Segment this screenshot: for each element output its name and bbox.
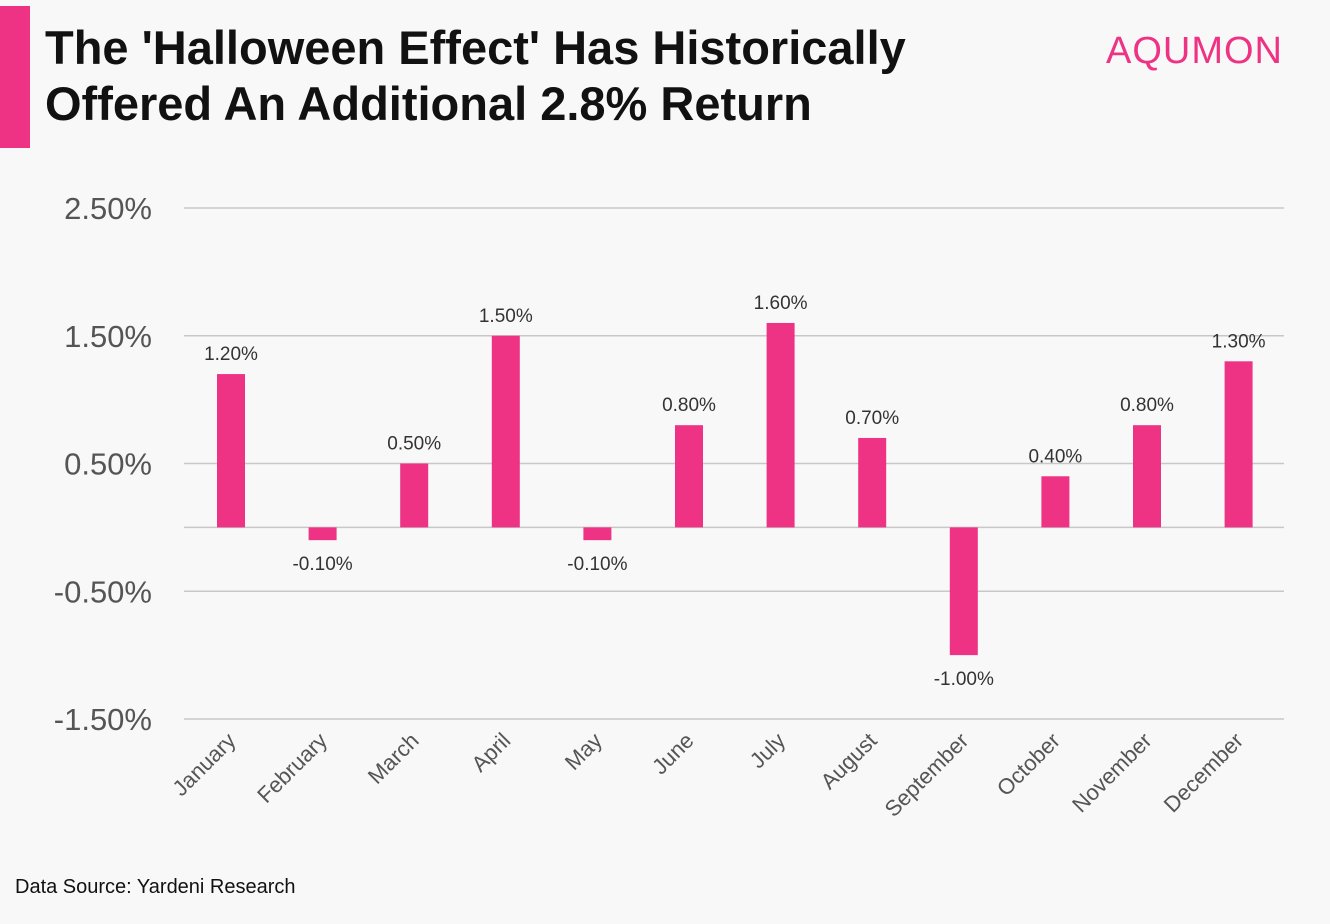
x-tick-label: September [880, 728, 974, 822]
data-label: 1.50% [479, 306, 533, 327]
accent-bar [0, 6, 30, 148]
x-tick-label: December [1159, 728, 1248, 817]
y-tick-label: 1.50% [64, 319, 152, 354]
bar-february [308, 527, 337, 541]
data-label: 1.60% [754, 293, 808, 314]
data-label: 0.80% [1120, 395, 1174, 416]
bar-chart: 2.50% 1.50% 0.50% -0.50% -1.50% 1.20% -0.10% 0… [54, 191, 1284, 822]
y-tick-label: -1.50% [54, 702, 152, 737]
x-tick-label: February [252, 728, 332, 808]
data-label: 0.80% [662, 395, 716, 416]
x-axis-ticks: January February March April May June July Augu… [168, 728, 1249, 822]
y-tick-label: 0.50% [64, 447, 152, 482]
x-tick-label: May [560, 728, 607, 775]
x-tick-label: October [992, 728, 1065, 801]
y-tick-label: 2.50% [64, 191, 152, 226]
chart-title: The 'Halloween Effect' Has Historically … [45, 20, 1065, 132]
data-label: 0.40% [1028, 446, 1082, 467]
bar-may [583, 527, 612, 541]
y-tick-label: -0.50% [54, 574, 152, 609]
data-label: -1.00% [934, 669, 994, 690]
brand-logo: AQUMON [1106, 30, 1283, 72]
data-label: -0.10% [567, 554, 627, 575]
bar-july [766, 322, 795, 528]
bar-april [491, 335, 520, 528]
data-labels: 1.20% -0.10% 0.50% 1.50% -0.10% 0.80% 1.60% 0.7… [204, 293, 1266, 690]
y-axis-ticks: 2.50% 1.50% 0.50% -0.50% -1.50% [54, 191, 152, 737]
x-tick-label: July [745, 728, 790, 773]
bar-november [1133, 425, 1161, 528]
data-source-note: Data Source: Yardeni Research [15, 876, 296, 898]
x-tick-label: January [168, 728, 241, 801]
grid-lines [184, 207, 1284, 720]
x-tick-label: November [1067, 728, 1156, 817]
bar-march [400, 463, 429, 528]
x-tick-label: June [647, 728, 698, 779]
bar-september [949, 527, 978, 656]
data-label: 1.30% [1212, 331, 1266, 352]
bar-january [217, 374, 245, 528]
data-label: 0.50% [387, 434, 441, 455]
bar-december [1224, 361, 1253, 528]
data-label: 0.70% [845, 408, 899, 429]
bar-june [675, 425, 703, 528]
data-label: 1.20% [204, 344, 258, 365]
bar-october [1041, 476, 1070, 528]
x-tick-label: March [363, 728, 424, 789]
bar-august [858, 437, 887, 528]
title-line-2: Offered An Additional 2.8% Return [45, 77, 812, 130]
x-tick-label: April [467, 728, 516, 777]
data-label: -0.10% [292, 554, 352, 575]
title-line-1: The 'Halloween Effect' Has Historically [45, 21, 906, 74]
bars [217, 322, 1253, 656]
x-tick-label: August [816, 728, 882, 794]
